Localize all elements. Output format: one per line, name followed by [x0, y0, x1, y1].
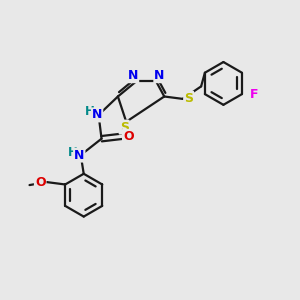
Text: N: N: [128, 69, 138, 82]
Text: S: S: [120, 121, 129, 134]
Text: N: N: [92, 108, 102, 122]
Text: H: H: [85, 106, 95, 118]
Text: O: O: [123, 130, 134, 143]
Text: F: F: [250, 88, 259, 100]
Text: N: N: [154, 69, 165, 82]
Text: H: H: [68, 146, 77, 159]
Text: N: N: [74, 148, 84, 162]
Text: S: S: [184, 92, 193, 105]
Text: O: O: [35, 176, 46, 189]
